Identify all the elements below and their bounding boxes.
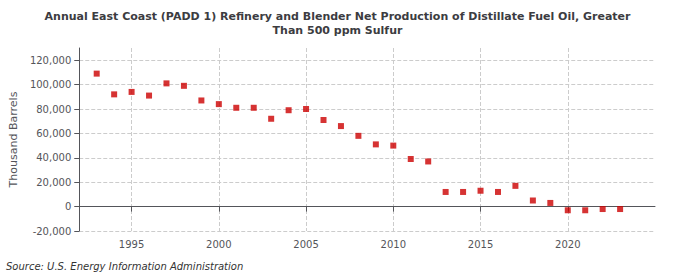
svg-text:2000: 2000 [206, 239, 231, 250]
svg-text:1995: 1995 [119, 239, 144, 250]
svg-text:40,000: 40,000 [36, 152, 71, 163]
svg-text:Thousand Barrels: Thousand Barrels [7, 91, 20, 188]
svg-text:-20,000: -20,000 [33, 226, 72, 237]
svg-text:Annual East Coast (PADD 1) Ref: Annual East Coast (PADD 1) Refinery and … [45, 10, 632, 23]
svg-text:80,000: 80,000 [36, 104, 71, 115]
svg-text:20,000: 20,000 [36, 177, 71, 188]
svg-text:100,000: 100,000 [30, 79, 71, 90]
svg-text:2015: 2015 [468, 239, 493, 250]
svg-text:Source: U.S. Energy Informatio: Source: U.S. Energy Information Administ… [6, 261, 243, 272]
svg-text:0: 0 [65, 201, 71, 212]
svg-text:2020: 2020 [555, 239, 580, 250]
svg-text:Than 500 ppm Sulfur: Than 500 ppm Sulfur [273, 24, 403, 37]
svg-text:120,000: 120,000 [30, 55, 71, 66]
svg-text:2010: 2010 [381, 239, 406, 250]
svg-text:2005: 2005 [293, 239, 318, 250]
svg-text:60,000: 60,000 [36, 128, 71, 139]
